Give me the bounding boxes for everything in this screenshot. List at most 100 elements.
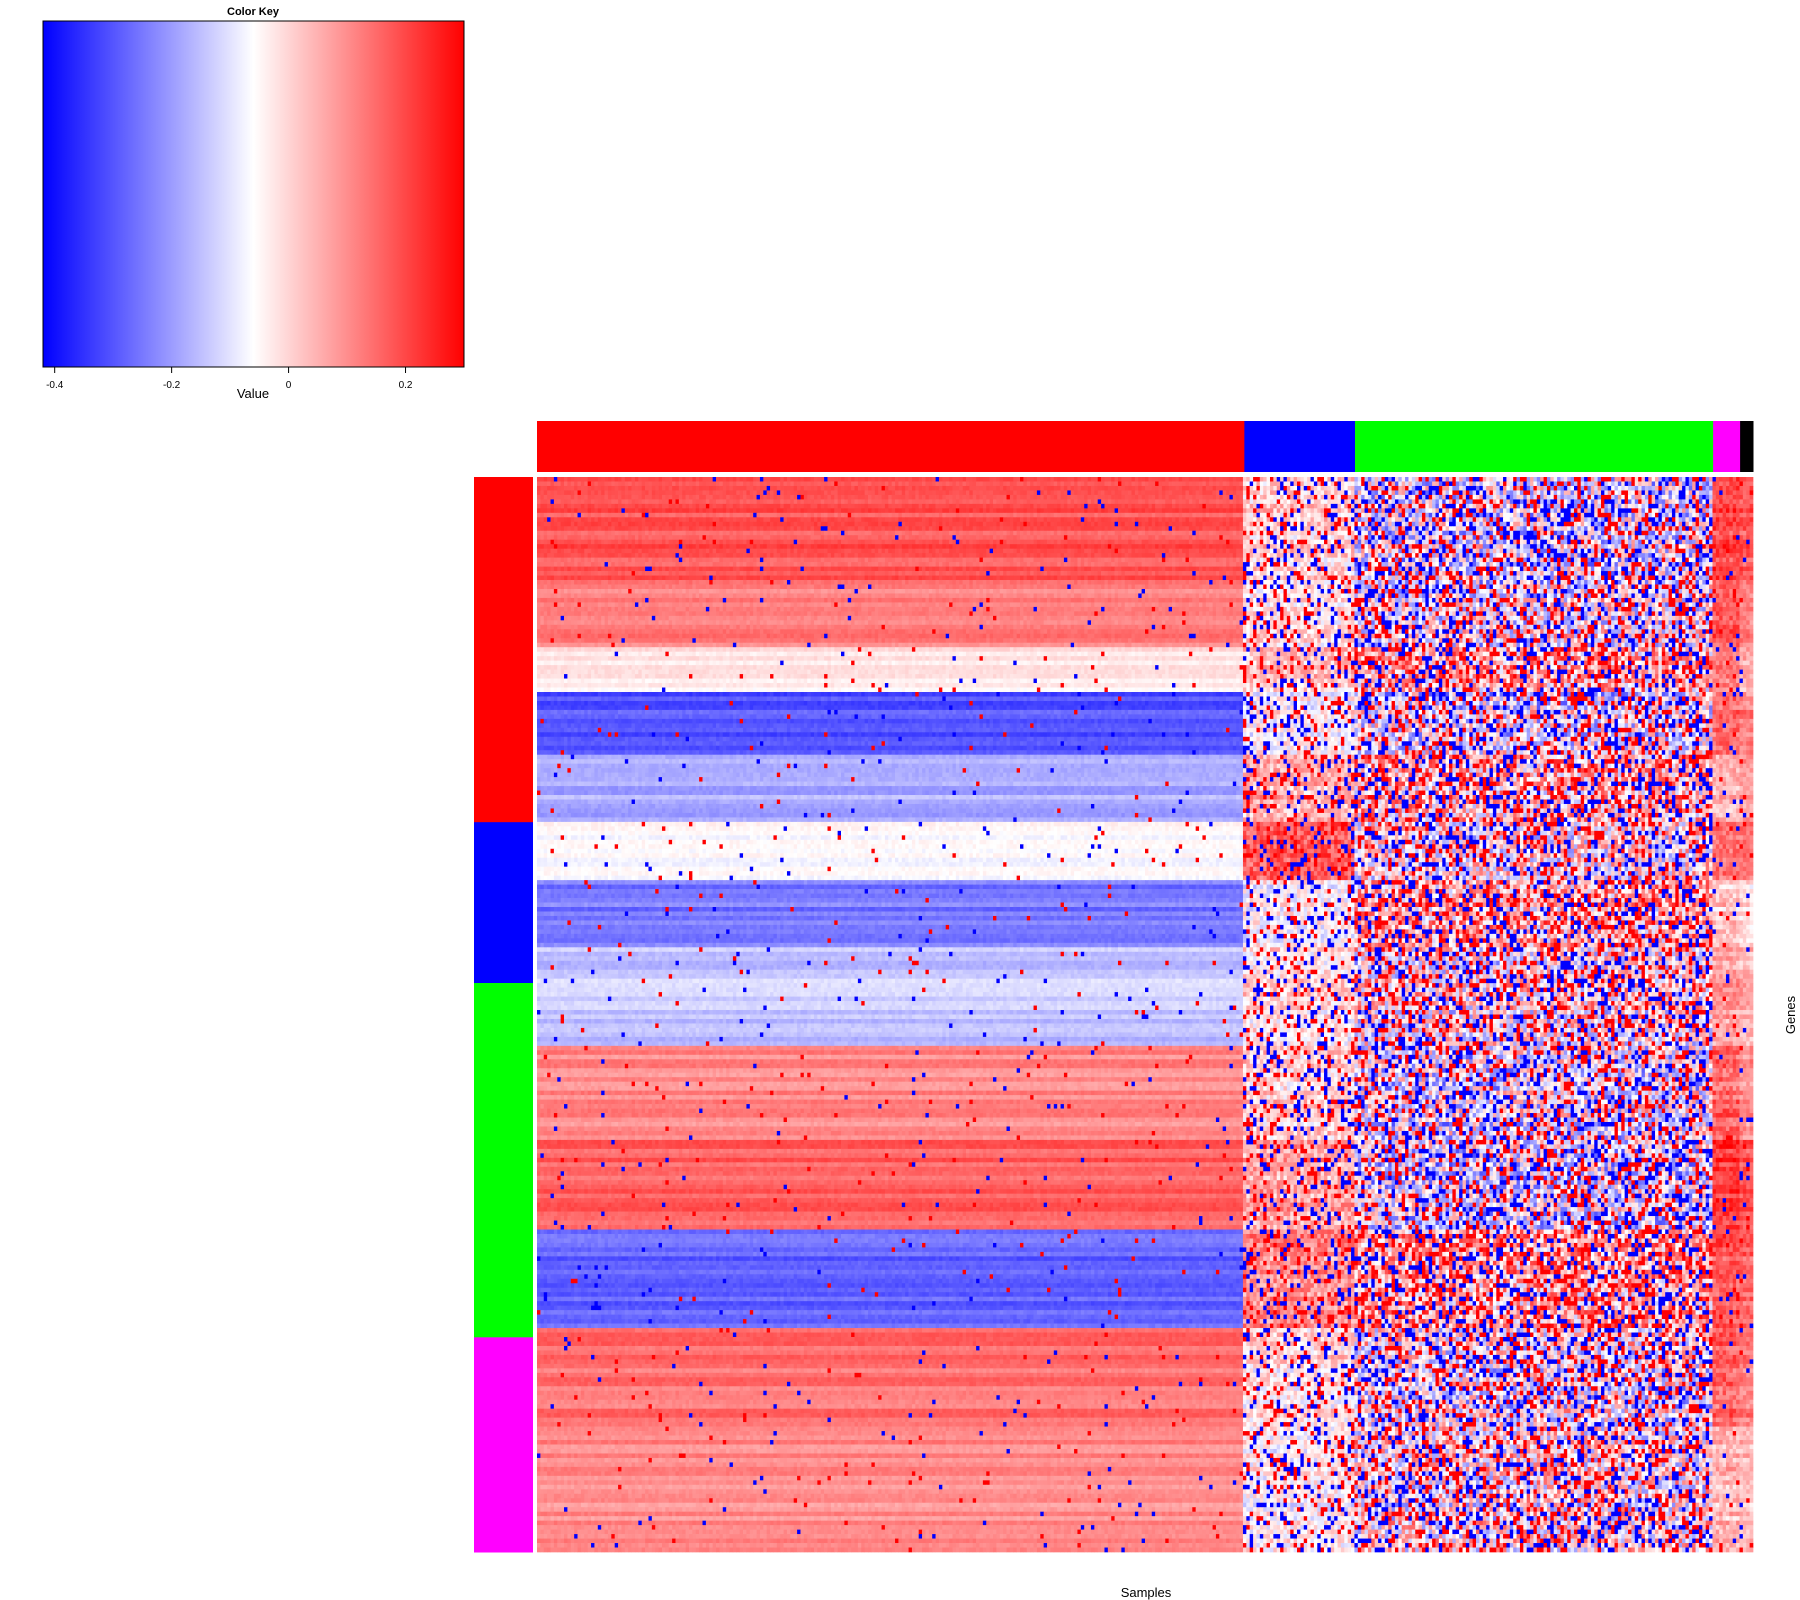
heatmap-cell [956,481,960,486]
color-key-tick-label: 0.2 [399,380,413,391]
heatmap-cell [898,477,905,482]
heatmap-cell [1088,477,1092,482]
heatmap-cell [811,481,815,486]
heatmap-cell [1030,477,1034,482]
heatmap-cell [1466,477,1470,482]
heatmap-cell [1047,477,1051,482]
heatmap-cell [1115,477,1119,482]
heatmap-cell [1611,477,1615,482]
heatmap-cell [929,477,933,482]
heatmap-cell [1662,477,1666,482]
heatmap-cell [584,481,588,486]
heatmap-cell [730,477,734,482]
heatmap-cell [588,477,595,482]
heatmap-cell [736,481,740,486]
heatmap-cell [1196,477,1200,482]
heatmap-cell [1584,477,1588,482]
heatmap-cell [844,481,851,486]
heatmap-cell [1429,477,1433,482]
heatmap-cell [1020,477,1024,482]
heatmap-cell [709,477,713,482]
heatmap-cell [858,477,862,482]
heatmap-cell [1334,477,1338,482]
heatmap-cell [1371,477,1375,482]
heatmap-cell [760,477,764,482]
heatmap-cell [557,481,561,486]
heatmap-cell [777,477,781,482]
heatmap-cell [692,481,696,486]
heatmap-cell [601,481,605,486]
heatmap-cell [1385,477,1389,482]
heatmap-cell [652,477,656,482]
heatmap-cell [753,481,757,486]
heatmap-cell [1432,477,1436,482]
heatmap-cell [611,477,615,482]
heatmap-cell [858,481,862,486]
heatmap-cell [1226,477,1230,482]
heatmap-cell [733,481,737,486]
heatmap-cell [1294,477,1298,482]
heatmap-cell [838,481,842,486]
color-key-tick-label: -0.2 [163,380,181,391]
heatmap-cell [1435,477,1439,482]
heatmap-cell [1348,477,1352,482]
heatmap-cell [1152,477,1156,482]
heatmap-cell [959,481,963,486]
heatmap-cell [753,477,757,482]
heatmap-cell [581,481,585,486]
heatmap-cell [1267,477,1271,482]
heatmap-cell [1510,477,1514,482]
heatmap-cell [814,481,818,486]
color-key-panel: Color Key -0.4 -0.2 0 0.2 Value [43,6,464,401]
heatmap-cell [807,477,811,482]
heatmap-cell [1719,477,1723,482]
heatmap-cell [1111,477,1115,482]
heatmap-cell [936,481,940,486]
heatmap-cell [699,481,703,486]
heatmap-cell [1598,477,1602,482]
heatmap-cell [1621,477,1625,482]
heatmap-cell [638,481,642,486]
heatmap-cell [838,477,842,482]
heatmap-cell [1412,477,1416,482]
heatmap-cell [770,477,774,482]
heatmap-cell [1202,477,1206,482]
heatmap-cell [675,481,679,486]
heatmap-cell [611,481,615,486]
heatmap-cell [969,481,973,486]
heatmap-cell [932,481,936,486]
heatmap-cell [1327,477,1331,482]
color-key-title: Color Key [227,6,280,18]
heatmap-cell [1571,477,1575,482]
heatmap-cell [821,481,825,486]
heatmap-cell [564,481,568,486]
heatmap-cell [621,481,625,486]
heatmap-cell [746,477,750,482]
heatmap-cell [547,481,551,486]
heatmap-cell [648,477,652,482]
heatmap-cell [767,477,771,482]
heatmap-cell [1311,477,1315,482]
heatmap-cell [784,481,788,486]
heatmap-cell [1375,477,1379,482]
heatmap-cell [1709,477,1713,482]
heatmap-cell [902,481,906,486]
heatmap-cell [642,477,646,482]
heatmap-cell [594,481,598,486]
heatmap-cell [1273,477,1277,482]
heatmap-cell [1456,477,1460,482]
heatmap-cell [1189,477,1193,482]
heatmap-cell [1692,477,1699,482]
heatmap-cell [1044,477,1048,482]
heatmap-cell [618,481,622,486]
heatmap-cell [993,477,997,482]
heatmap-cell [665,477,669,482]
heatmap-cell [929,481,933,486]
heatmap-cell [1658,477,1662,482]
heatmap-cell [686,481,690,486]
heatmap-cell [561,477,565,482]
heatmap-cell [1317,477,1324,482]
heatmap-cell [963,481,967,486]
heatmap-cell [1520,477,1527,482]
heatmap-cell [1283,477,1287,482]
